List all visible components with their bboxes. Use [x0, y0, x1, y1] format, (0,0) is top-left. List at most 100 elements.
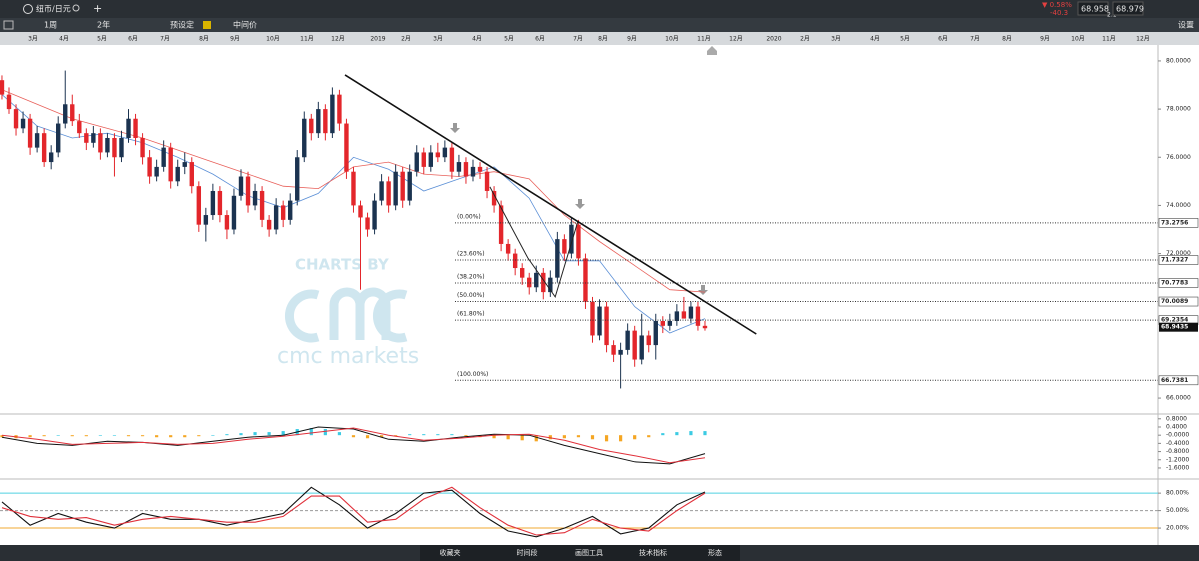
timeline-label: 6月 [938, 36, 948, 43]
candle-body [632, 330, 637, 360]
timeline-label: 10月 [665, 36, 679, 43]
candle-body [702, 325, 708, 329]
candle-body [435, 152, 441, 158]
add-tab[interactable]: + [93, 2, 102, 15]
macd-bar [84, 435, 88, 437]
macd-bar [0, 435, 4, 438]
tab-icon[interactable] [23, 4, 33, 14]
macd-bar [506, 435, 510, 440]
y-tick-label: 66.0000 [1166, 395, 1191, 402]
fib-label: (0.00%) [457, 213, 481, 220]
macd-bar [703, 431, 707, 436]
timeline-bar [0, 32, 1199, 45]
candle-body [316, 109, 321, 134]
toolbar [0, 18, 1199, 32]
candle-body [597, 306, 602, 336]
bottom-tab[interactable]: 时间段 [517, 548, 538, 557]
menu-icon[interactable] [3, 20, 14, 30]
candle-body [203, 215, 209, 225]
y-tick-label: 74.0000 [1166, 202, 1191, 209]
candle-body [112, 137, 117, 158]
bottom-tab[interactable]: 形态 [708, 548, 722, 557]
y-tick-label: 20.00% [1166, 525, 1189, 532]
price-tag [1158, 218, 1199, 228]
buy-price[interactable]: 68.979 [1116, 5, 1144, 14]
macd-bar [42, 435, 46, 437]
signal-arrow [450, 123, 460, 133]
preset[interactable]: 预设定 [170, 20, 194, 30]
macd-bar [562, 435, 566, 439]
timeline-label: 2月 [800, 36, 810, 43]
candle-body [695, 306, 701, 326]
candle-body [337, 94, 342, 124]
candle-body [13, 109, 19, 129]
macd-bar [70, 435, 74, 437]
macd-bar [675, 432, 679, 436]
candle-body [477, 166, 483, 172]
timeline-label: 4月 [59, 36, 69, 43]
candle-body [217, 190, 223, 216]
macd-bar [211, 435, 215, 436]
candle-body [442, 147, 448, 158]
stochastic-line [1, 486, 706, 538]
candle-body [611, 345, 616, 355]
timeline-label: 5月 [900, 36, 910, 43]
symbol[interactable]: 纽币/日元 [36, 4, 71, 14]
timeframe[interactable]: 1周 [44, 21, 57, 30]
sell-button[interactable] [1077, 1, 1109, 16]
candle-body [379, 181, 384, 201]
timeline-label: 4月 [870, 36, 880, 43]
candle-body [119, 137, 124, 158]
candle-body [674, 311, 680, 322]
buy-button[interactable] [1112, 1, 1144, 16]
bottom-tab[interactable]: 技术指标 [639, 548, 667, 557]
candle-body [414, 152, 419, 172]
timeline-label: 3月 [433, 36, 443, 43]
y-tick-label: -1.2000 [1166, 456, 1189, 463]
range[interactable]: 2年 [97, 20, 110, 30]
macd-bar [394, 435, 398, 437]
candle-body [681, 311, 687, 319]
candle-body [618, 349, 623, 355]
candle-body [541, 272, 546, 293]
y-tick-label: 76.0000 [1166, 154, 1191, 161]
settings[interactable]: 设置 [1178, 20, 1194, 30]
bottom-tab[interactable]: 收藏夹 [440, 548, 461, 557]
search-icon[interactable] [72, 4, 80, 12]
bottom-tab[interactable]: 画图工具 [575, 549, 603, 557]
candle-body [428, 152, 434, 167]
timeline-label: 11月 [1102, 36, 1116, 43]
macd-bar [28, 435, 32, 438]
candle-body [210, 190, 216, 216]
candle-body [259, 190, 265, 220]
candle-body [126, 118, 131, 138]
fib-label: (61.80%) [457, 311, 485, 318]
candle-body [456, 162, 462, 172]
candle-body [98, 133, 103, 153]
bottom-tabs [420, 545, 740, 561]
candle-body [484, 171, 490, 191]
candle-body [77, 121, 82, 134]
price-tag [1158, 278, 1199, 288]
macd-bar [56, 435, 60, 436]
candle-body [449, 147, 455, 172]
candle-body [646, 335, 651, 346]
y-tick-label: 78.0000 [1166, 106, 1191, 113]
candle-body [358, 205, 363, 218]
candle-body [365, 217, 370, 230]
timeline-label: 9月 [1040, 36, 1050, 43]
macd-line [1, 427, 706, 464]
candle-body [653, 321, 658, 346]
sell-price[interactable]: 68.958 [1081, 5, 1109, 14]
watermark-logo [284, 287, 408, 343]
macd-bar [534, 435, 538, 442]
price-type[interactable]: 中间价 [233, 20, 257, 30]
y-tick-label: 72.0000 [1166, 250, 1191, 257]
candle-body [590, 301, 595, 336]
timeline-marker[interactable] [707, 46, 717, 55]
y-tick-label: -1.6000 [1166, 464, 1189, 471]
macd-bar [197, 435, 201, 437]
candle-body [562, 239, 567, 254]
candle-body [667, 321, 673, 326]
timeline-label: 2月 [401, 36, 411, 43]
